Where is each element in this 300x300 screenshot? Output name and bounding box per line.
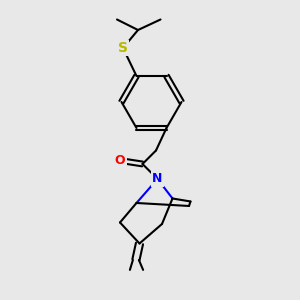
Text: S: S (118, 41, 128, 55)
Text: O: O (115, 154, 125, 167)
Text: N: N (152, 172, 163, 185)
